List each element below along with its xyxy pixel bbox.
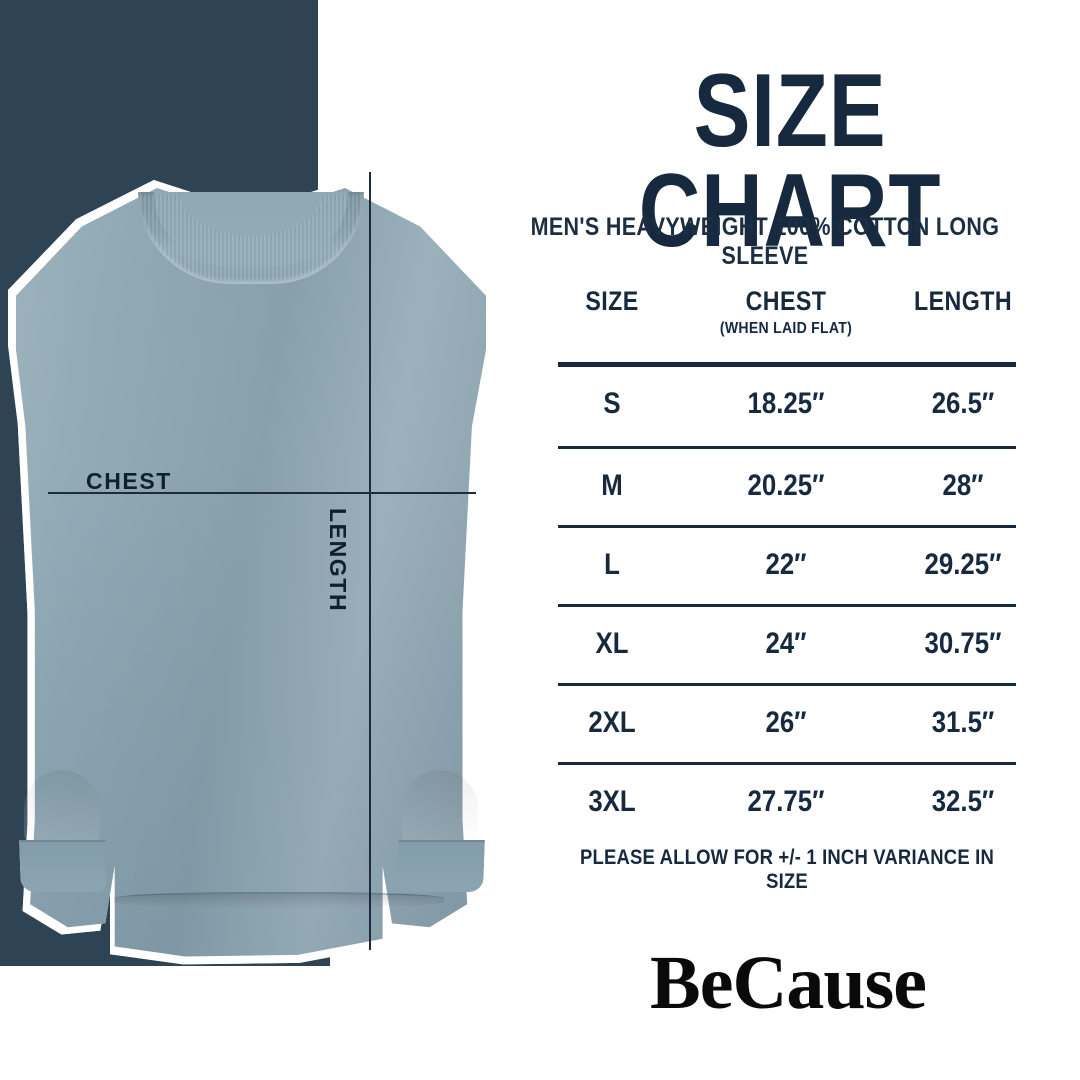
chest-measure-line xyxy=(48,492,476,494)
shirt-image xyxy=(0,150,598,965)
cell-length: 28″ xyxy=(942,469,984,502)
shirt-body xyxy=(16,188,486,957)
length-measure-label: LENGTH xyxy=(325,508,351,613)
sleeve-fold-left xyxy=(24,770,100,848)
table-row: L 22″ 29.25″ xyxy=(558,525,1016,604)
column-header-length: LENGTH xyxy=(913,286,1013,316)
page-subtitle: MEN'S HEAVYWEIGHT 100% COTTON LONG SLEEV… xyxy=(530,213,1000,270)
column-header-chest: CHEST xyxy=(745,286,827,316)
cell-length: 29.25″ xyxy=(924,548,1002,581)
table-row: 2XL 26″ 31.5″ xyxy=(558,683,1016,762)
size-table: SIZE CHEST (WHEN LAID FLAT) LENGTH S 18.… xyxy=(558,286,1016,841)
cell-chest: 20.25″ xyxy=(747,469,825,502)
chest-measure-label: CHEST xyxy=(86,468,172,494)
column-header-chest-note: (WHEN LAID FLAT) xyxy=(719,320,853,337)
table-row: XL 24″ 30.75″ xyxy=(558,604,1016,683)
cell-length: 32.5″ xyxy=(931,785,995,818)
sleeve-fold-right xyxy=(402,770,478,848)
cell-chest: 26″ xyxy=(765,706,807,739)
table-row: S 18.25″ 26.5″ xyxy=(558,367,1016,446)
page-title: SIZE CHART xyxy=(638,53,942,269)
shirt-cuff-left xyxy=(19,840,107,892)
table-row: M 20.25″ 28″ xyxy=(558,446,1016,525)
chart-content: SIZE CHART MEN'S HEAVYWEIGHT 100% COTTON… xyxy=(470,0,1080,1080)
cell-chest: 27.75″ xyxy=(747,785,825,818)
variance-note: PLEASE ALLOW FOR +/- 1 INCH VARIANCE IN … xyxy=(580,846,994,893)
cell-chest: 24″ xyxy=(765,627,807,660)
length-measure-line xyxy=(369,172,371,950)
cell-length: 26.5″ xyxy=(931,387,995,420)
column-header-size: SIZE xyxy=(585,286,639,316)
cell-size: L xyxy=(604,548,620,581)
cell-size: M xyxy=(601,469,623,502)
cell-chest: 18.25″ xyxy=(747,387,825,420)
cell-length: 30.75″ xyxy=(924,627,1002,660)
table-header-row: SIZE CHEST (WHEN LAID FLAT) LENGTH xyxy=(558,286,1016,362)
cell-chest: 22″ xyxy=(765,548,807,581)
cell-size: 2XL xyxy=(588,706,636,739)
cell-size: S xyxy=(603,387,621,420)
cell-length: 31.5″ xyxy=(931,706,995,739)
shirt-hem xyxy=(114,892,444,908)
table-row: 3XL 27.75″ 32.5″ xyxy=(558,762,1016,841)
navy-panel-top xyxy=(0,0,318,200)
brand-logo: BeCause xyxy=(650,941,927,1025)
table-header-rule xyxy=(558,362,1016,367)
cell-size: 3XL xyxy=(588,785,636,818)
cell-size: XL xyxy=(595,627,629,660)
